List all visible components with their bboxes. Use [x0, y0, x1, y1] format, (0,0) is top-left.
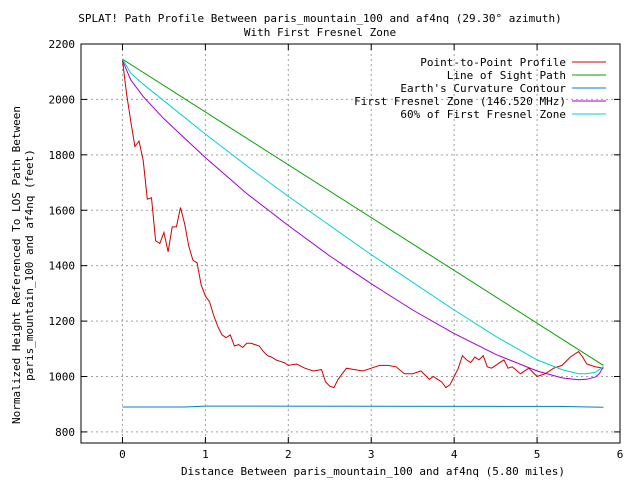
series-line-5 [122, 58, 604, 375]
x-tick-label: 5 [534, 448, 541, 461]
x-tick-label: 0 [119, 448, 126, 461]
y-tick-label: 1600 [49, 204, 76, 217]
legend-label-4: First Fresnel Zone (146.520 MHz) [354, 95, 566, 108]
legend-label-5: 60% of First Fresnel Zone [400, 108, 566, 121]
y-tick-label: 1000 [49, 371, 76, 384]
y-tick-label: 1800 [49, 149, 76, 162]
chart-subtitle: With First Fresnel Zone [244, 26, 396, 39]
series-line-1 [122, 60, 604, 389]
legend-label-1: Point-to-Point Profile [420, 56, 566, 69]
chart-title: SPLAT! Path Profile Between paris_mounta… [78, 12, 561, 25]
y-tick-label: 2200 [49, 38, 76, 51]
plot-frame [80, 43, 621, 444]
x-tick-label: 3 [368, 448, 375, 461]
x-tick-label: 1 [202, 448, 209, 461]
y-tick-label: 2000 [49, 93, 76, 106]
series-line-2 [122, 58, 604, 366]
legend-label-2: Line of Sight Path [447, 69, 566, 82]
y-axis-label-line-1: Normalized Height Referenced To LOS Path… [10, 106, 23, 424]
series-line-3 [122, 405, 604, 408]
y-tick-label: 800 [55, 426, 75, 439]
axis-ticks: 0 1 2 3 4 5 6 800 1000 1200 1400 1600 1800 2000 2200 [49, 38, 624, 461]
x-axis-label: Distance Between paris_mountain_100 and … [181, 465, 565, 478]
x-tick-label: 2 [285, 448, 292, 461]
data-series [122, 58, 604, 408]
x-tick-label: 4 [451, 448, 458, 461]
legend-label-3: Earth's Curvature Contour [400, 82, 566, 95]
y-axis-label-line-2: paris_mountain_100 and af4nq (feet) [23, 149, 36, 381]
series-line-4 [122, 60, 604, 381]
x-tick-label: 6 [617, 448, 624, 461]
plot-border [80, 43, 621, 444]
y-tick-label: 1200 [49, 315, 76, 328]
y-axis-label: Normalized Height Referenced To LOS Path… [10, 106, 36, 424]
y-tick-label: 1400 [49, 260, 76, 273]
